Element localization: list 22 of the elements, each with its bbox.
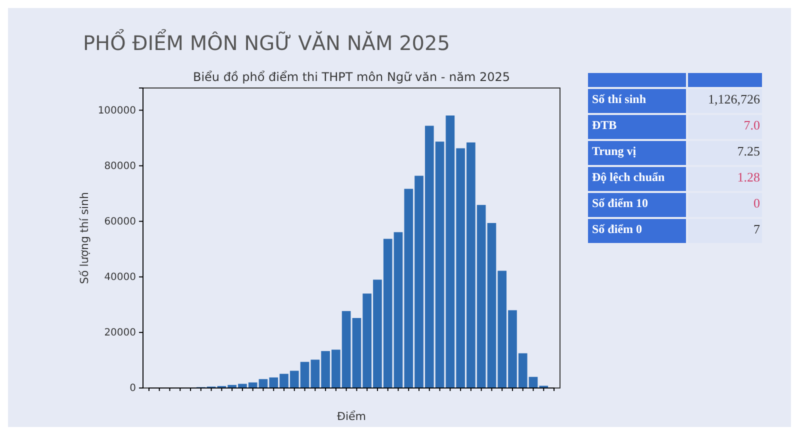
y-tick-label: 100000	[98, 105, 136, 116]
text: Độ lệch chuẩn	[592, 170, 665, 184]
chart-title: PHỔ ĐIỂM MÔN NGỮ VĂN NĂM 2025	[83, 29, 450, 55]
x-axis-title: Điểm	[336, 410, 366, 423]
y-tick-label: 20000	[104, 328, 136, 339]
text: 7.0	[744, 117, 760, 132]
text: 0	[754, 195, 760, 210]
text: Số điểm 10	[592, 196, 648, 210]
text: 7.25	[737, 143, 760, 158]
y-tick-label: 80000	[104, 160, 136, 172]
y-tick-label: 40000	[104, 272, 136, 284]
text: 1,126,726	[708, 91, 760, 106]
text: Số điểm 0	[592, 222, 642, 236]
chart-subtitle: Biểu đồ phổ điểm thi THPT môn Ngữ văn - năm 2025	[192, 70, 510, 84]
y-axis-title: Số lượng thí sinh	[78, 192, 91, 284]
text: Số thí sinh	[592, 92, 646, 106]
text: 7	[754, 221, 760, 236]
text: ĐTB	[592, 118, 617, 132]
y-tick-label: 0	[130, 383, 136, 394]
text: 1.28	[737, 169, 760, 184]
text: Trung vị	[592, 144, 637, 158]
y-tick-label: 60000	[104, 216, 136, 228]
